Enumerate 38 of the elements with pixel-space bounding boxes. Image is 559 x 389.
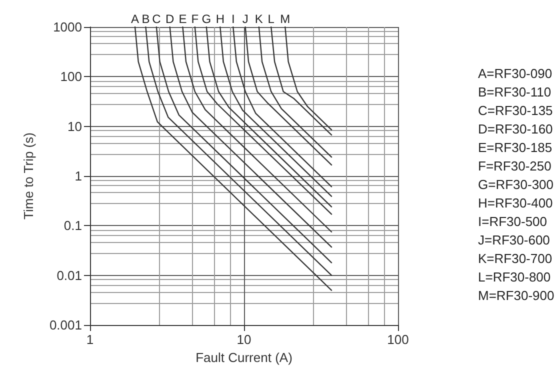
text: J=RF30-600: [478, 232, 550, 248]
text: E=RF30-185: [478, 140, 552, 155]
series-label: A: [131, 12, 140, 26]
text: G=RF30-300: [478, 177, 554, 192]
series-label: C: [152, 12, 162, 26]
series-label: E: [178, 12, 187, 26]
text: L=RF30-800: [478, 270, 551, 284]
y-tick-label: 1: [74, 168, 82, 184]
text: C=RF30-135: [478, 103, 553, 118]
series-label: I: [231, 12, 235, 26]
x-axis-title: Fault Current (A): [196, 350, 292, 365]
y-tick-label: 0.001: [49, 318, 82, 332]
series-label: B: [142, 12, 150, 26]
series-label: G: [202, 12, 212, 26]
text: B=RF30-110: [478, 84, 552, 100]
x-tick-label: 100: [387, 332, 409, 347]
text: D=RF30-160: [478, 122, 553, 136]
y-tick-label: 100: [60, 69, 82, 84]
series-label: H: [216, 12, 224, 26]
series-label: L: [268, 12, 275, 26]
text: F=RF30-250: [478, 158, 552, 174]
text: I=RF30-500: [478, 214, 548, 229]
y-tick-label: 0.01: [56, 268, 82, 283]
text: M=RF30-900: [478, 288, 554, 303]
series-label: M: [280, 12, 290, 26]
y-tick-label: 10: [68, 118, 82, 134]
x-tick-label: 10: [236, 332, 252, 347]
series-label: F: [191, 12, 199, 26]
y-tick-label: 0.1: [64, 218, 82, 234]
text: A=RF30-090: [478, 66, 552, 81]
series-label: J: [242, 12, 248, 26]
series-label: K: [254, 12, 263, 26]
x-tick-label: 1: [86, 332, 94, 347]
y-tick-label: 1000: [53, 20, 82, 34]
text: H=RF30-400: [478, 196, 553, 210]
text: K=RF30-700: [478, 251, 552, 266]
y-axis-title: Time to Trip (s): [21, 132, 36, 220]
series-label: D: [166, 12, 175, 26]
